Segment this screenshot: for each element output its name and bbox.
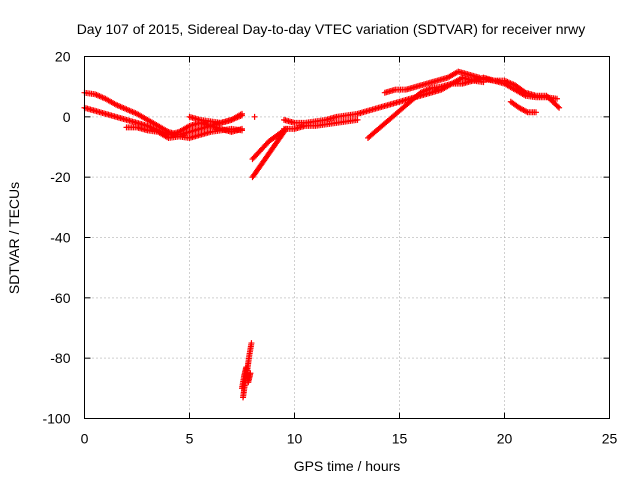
axis-ticks xyxy=(84,56,610,419)
x-tick-labels: 0 5 10 15 20 25 xyxy=(81,431,618,447)
y-axis-label: SDTVAR / TECUs xyxy=(6,182,22,294)
y-tick-label: -80 xyxy=(50,350,70,366)
x-tick-label: 20 xyxy=(497,431,513,447)
data-point xyxy=(248,340,255,347)
data-point xyxy=(251,113,258,120)
y-tick-label: -60 xyxy=(50,290,70,306)
y-tick-label: -20 xyxy=(50,169,70,185)
data-point xyxy=(239,112,245,119)
data-point xyxy=(239,127,245,134)
y-tick-labels: -100 -80 -60 -40 -20 0 20 xyxy=(42,49,70,427)
y-tick-label: 20 xyxy=(55,49,71,65)
y-tick-label: 0 xyxy=(63,109,71,125)
x-tick-label: 5 xyxy=(186,431,194,447)
y-tick-label: -40 xyxy=(50,230,70,246)
x-tick-label: 15 xyxy=(392,431,408,447)
data-points xyxy=(81,68,563,401)
chart-title: Day 107 of 2015, Sidereal Day-to-day VTE… xyxy=(77,21,586,37)
data-point xyxy=(554,103,561,110)
data-point xyxy=(523,108,530,115)
data-point xyxy=(247,370,254,377)
y-tick-label: -100 xyxy=(42,411,70,427)
x-tick-label: 10 xyxy=(287,431,303,447)
data-point xyxy=(521,88,528,95)
x-axis-label: GPS time / hours xyxy=(294,458,401,474)
data-point xyxy=(354,116,361,123)
x-tick-label: 0 xyxy=(81,431,89,447)
data-point xyxy=(533,109,539,116)
data-point xyxy=(476,74,483,81)
x-tick-label: 25 xyxy=(602,431,618,447)
data-point xyxy=(554,95,560,102)
data-point xyxy=(556,104,563,111)
